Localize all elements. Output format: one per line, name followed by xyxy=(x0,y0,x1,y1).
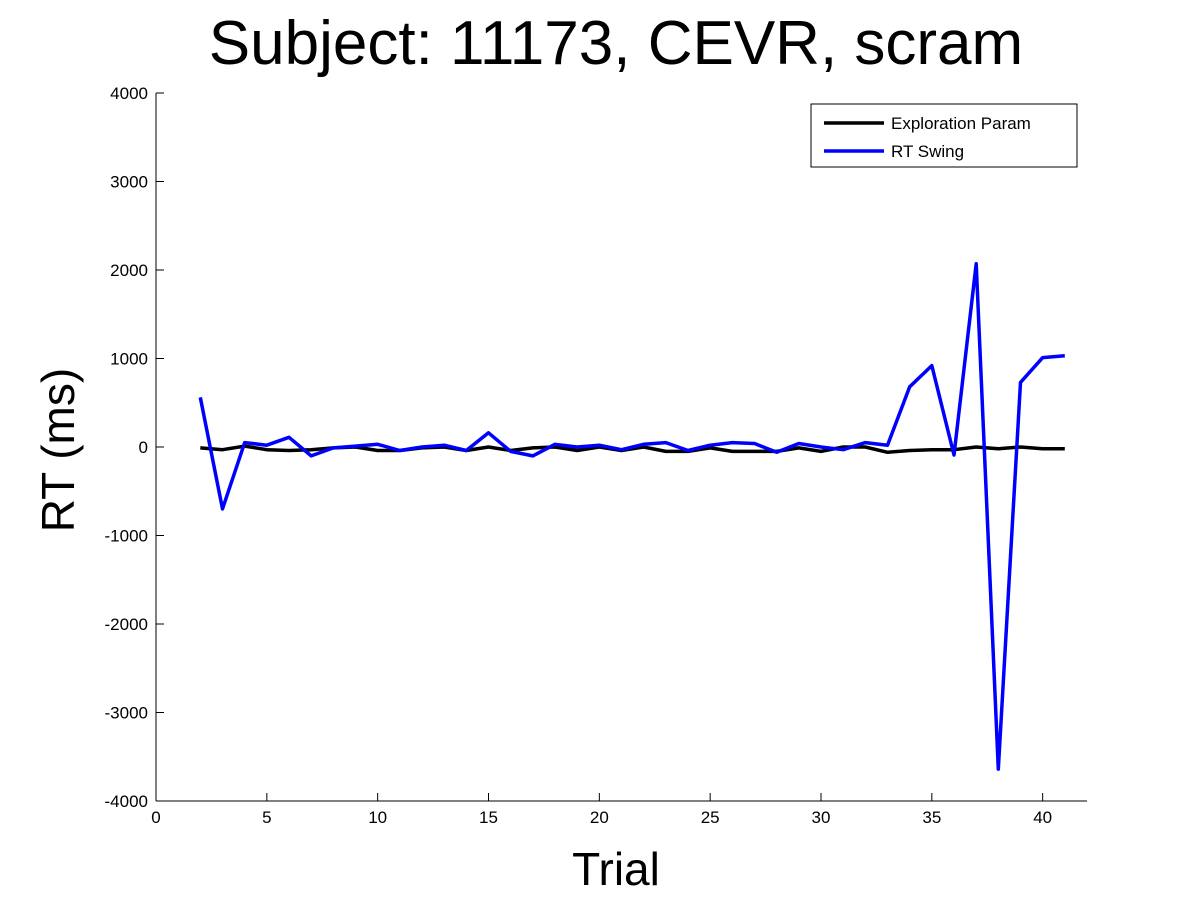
x-tick-label: 15 xyxy=(479,808,498,827)
x-tick: 5 xyxy=(262,793,272,827)
y-tick-label: -3000 xyxy=(105,704,148,723)
y-tick: 1000 xyxy=(110,350,164,369)
y-tick-label: 3000 xyxy=(110,173,148,192)
x-tick-label: 30 xyxy=(812,808,831,827)
x-tick: 30 xyxy=(812,793,831,827)
y-tick: -2000 xyxy=(105,615,164,634)
y-tick: -3000 xyxy=(105,704,164,723)
x-tick-label: 25 xyxy=(701,808,720,827)
y-tick-label: -4000 xyxy=(105,792,148,811)
x-tick-label: 10 xyxy=(368,808,387,827)
y-tick: 4000 xyxy=(110,84,164,103)
chart-title: Subject: 11173, CEVR, scram xyxy=(208,9,1024,78)
x-tick: 10 xyxy=(368,793,387,827)
x-tick-label: 35 xyxy=(922,808,941,827)
legend-label-1: Exploration Param xyxy=(891,114,1031,133)
legend-box xyxy=(810,103,1078,168)
y-tick: -4000 xyxy=(105,792,164,811)
x-tick-label: 5 xyxy=(262,808,271,827)
x-tick-label: 20 xyxy=(590,808,609,827)
y-tick: 2000 xyxy=(110,261,164,280)
y-tick: 0 xyxy=(139,438,164,457)
y-tick-label: 0 xyxy=(139,438,148,457)
legend-label-2: RT Swing xyxy=(891,142,964,161)
y-tick: 3000 xyxy=(110,173,164,192)
x-tick: 25 xyxy=(701,793,720,827)
x-tick-label: 40 xyxy=(1033,808,1052,827)
x-axis-label: Trial xyxy=(572,843,660,895)
y-axis-label: RT (ms) xyxy=(32,367,84,533)
x-tick: 35 xyxy=(922,793,941,827)
y-tick-label: -2000 xyxy=(105,615,148,634)
y-tick-label: 2000 xyxy=(110,261,148,280)
x-tick: 0 xyxy=(151,793,161,827)
y-tick-label: 1000 xyxy=(110,350,148,369)
x-tick: 15 xyxy=(479,793,498,827)
x-tick-label: 0 xyxy=(151,808,160,827)
series-line-2 xyxy=(198,262,1065,771)
legend: Exploration Param RT Swing xyxy=(810,103,1078,168)
series-lines xyxy=(198,262,1065,771)
y-tick-label: 4000 xyxy=(110,84,148,103)
axes xyxy=(155,93,1087,802)
y-tick-label: -1000 xyxy=(105,527,148,546)
x-tick: 20 xyxy=(590,793,609,827)
y-tick: -1000 xyxy=(105,527,164,546)
ticks: 0 5 10 15 20 25 30 35 40 -4000 -3000 -2000 -1000 0 100… xyxy=(105,84,1053,827)
x-tick: 40 xyxy=(1033,793,1052,827)
